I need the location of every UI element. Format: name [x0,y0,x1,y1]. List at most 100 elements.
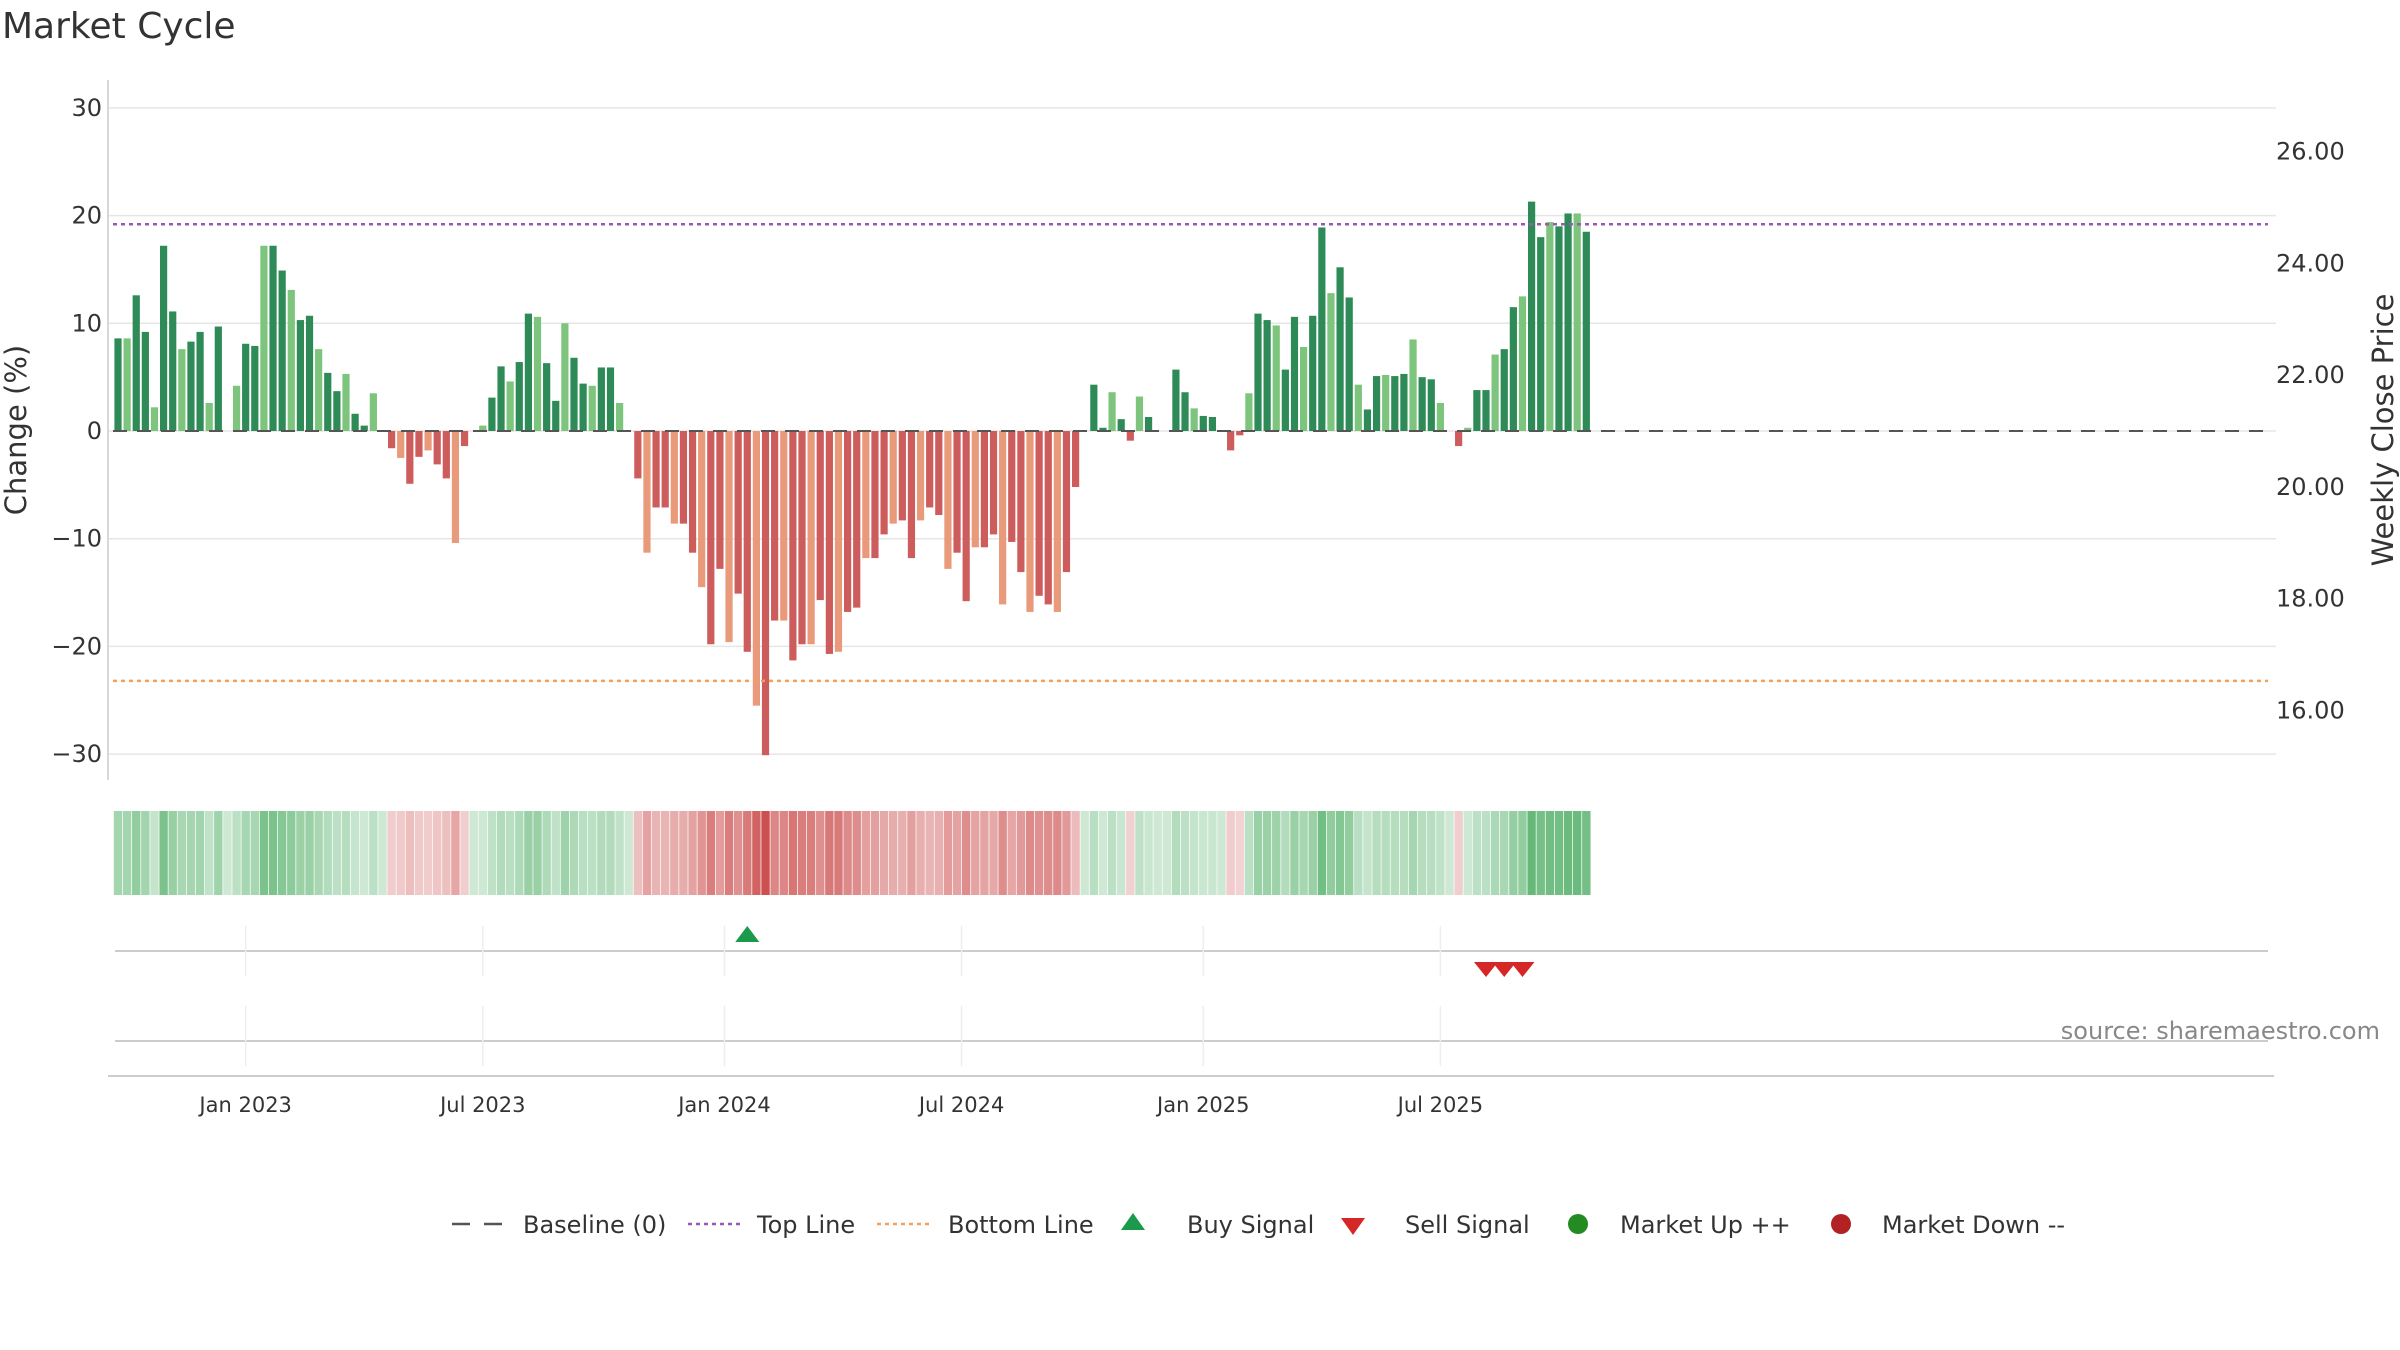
change-bar [734,431,742,594]
change-bar [789,431,797,661]
heat-cell [1326,811,1336,895]
heat-cell [843,811,852,895]
y-tick-label: −10 [51,525,102,553]
change-bar [479,425,487,431]
change-bar [1582,231,1590,431]
heat-cell [743,811,752,895]
grid-lines [108,107,2276,755]
change-bar [342,373,350,431]
change-bar [251,345,259,431]
change-bar [989,431,998,535]
heat-cell [305,811,314,895]
heat-cell [1135,811,1144,895]
change-bar [333,391,341,431]
heat-cell [277,811,287,895]
change-bar [1227,431,1235,451]
change-bar [1245,393,1253,431]
change-bar [1053,431,1061,612]
heat-cell [1053,811,1062,895]
change-bar [907,431,916,559]
change-bar [415,431,423,457]
change-bar [688,431,697,553]
heat-cell [1107,811,1117,895]
change-bar [1409,339,1417,431]
y-tick-label: −20 [51,632,102,660]
heat-cell [670,811,679,895]
x-tick-label: Jul 2023 [438,1093,525,1117]
heat-cell [1372,811,1381,895]
heat-cell [442,811,451,895]
heat-cell [797,811,807,895]
change-bar [533,316,542,431]
heat-cell [779,811,788,895]
heat-cell [551,811,560,895]
x-tick-label: Jul 2025 [1396,1093,1483,1117]
heat-cell [1208,811,1217,895]
reference-lines [113,222,2268,683]
change-bar [1236,431,1244,436]
heat-cell [505,811,515,895]
change-bar [1008,431,1016,542]
heat-cell [232,811,241,895]
change-bar [588,385,596,431]
change-bar [1455,431,1463,447]
heat-cell [752,811,761,895]
heat-cell [1180,811,1190,895]
heat-cell [971,811,980,895]
heat-cell [433,811,442,895]
change-bar [971,431,979,548]
change-bar [953,431,961,553]
heat-cell [296,811,305,895]
change-bar [698,431,706,588]
heat-cell [369,811,378,895]
y-tick-label: 20 [71,202,102,230]
heat-cell [414,811,424,895]
change-bar [1126,431,1134,441]
change-bar [150,407,159,431]
heat-cell [1573,811,1582,895]
change-bar [433,431,441,465]
heat-cell [1436,811,1445,895]
heat-cell [889,811,898,895]
heat-cell [1500,811,1509,895]
change-bar [1391,376,1399,431]
heat-cell [715,811,725,895]
heat-cell [1062,811,1071,895]
heat-cell [1463,811,1472,895]
heat-cell [1272,811,1281,895]
heat-cell [1554,811,1564,895]
heat-cell [834,811,843,895]
change-bar [543,363,551,431]
change-bar [1482,390,1490,431]
heat-cell [460,811,469,895]
heat-cell [816,811,825,895]
x-tick-label: Jul 2024 [917,1093,1004,1117]
change-bar [214,326,222,431]
heat-cell [542,811,551,895]
change-bar [643,431,651,553]
change-bar [388,431,396,449]
change-bar [232,385,241,431]
change-bar [1309,315,1317,431]
heat-cell [1472,811,1482,895]
heat-cell [1381,811,1390,895]
change-bar [1281,369,1289,431]
change-bar [707,431,715,645]
heat-cell [214,811,223,895]
heat-cell [478,811,487,895]
change-bar [141,331,149,431]
heat-cell [195,811,205,895]
change-bar [442,431,450,479]
change-bar [570,357,578,431]
change-bar [269,245,277,431]
heat-cell [524,811,533,895]
change-bar [114,338,122,431]
heat-cell [998,811,1007,895]
heat-cell [943,811,953,895]
change-bar [1272,325,1280,431]
change-bar [926,431,934,508]
signals-panel [108,950,2274,1077]
heat-cell [1299,811,1308,895]
change-bar [178,349,186,431]
